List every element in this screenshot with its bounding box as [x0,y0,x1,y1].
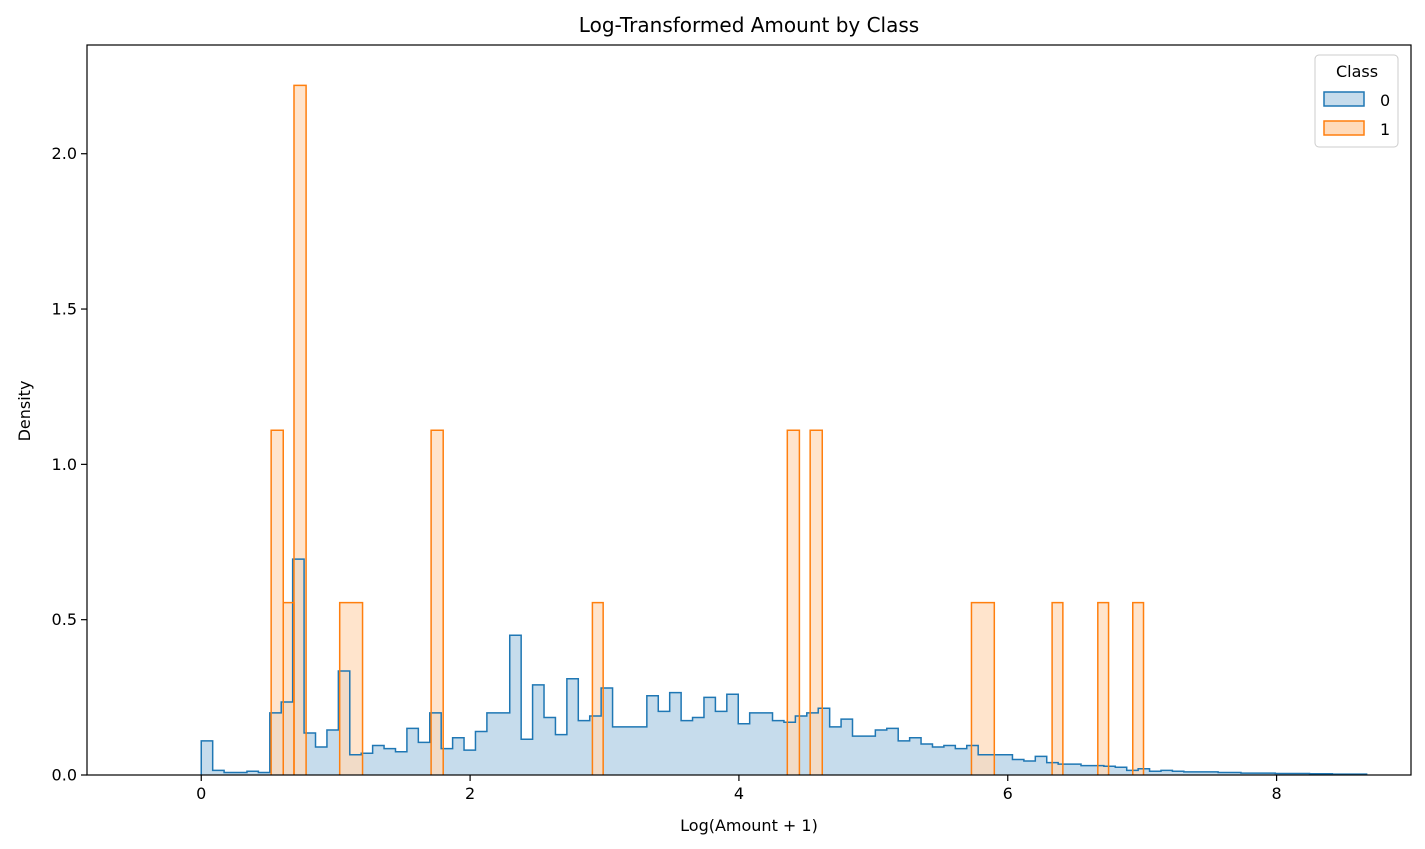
y-tick-label: 1.0 [52,455,77,474]
legend: Class 0 1 [1314,54,1399,148]
class-1-bar [786,429,801,775]
class-1-bar [1051,601,1064,775]
class-1-bar-fill [339,602,363,775]
x-tick-label: 0 [196,784,206,803]
class-1-bar [591,601,604,775]
legend-label-class-0: 0 [1380,91,1390,110]
class-1-bar [970,601,996,775]
legend-label-class-1: 1 [1380,120,1390,139]
class-0-area [201,559,1367,775]
class-1-bar [1097,601,1110,775]
chart-title: Log-Transformed Amount by Class [579,13,919,37]
class-1-bar-fill [787,430,800,775]
class-1-bar [430,429,444,775]
y-tick-label: 0.0 [52,766,77,785]
class-1-bar-fill [1052,602,1063,775]
y-tick-label: 1.5 [52,300,77,319]
axes: 0 2 4 6 8 0.0 0.5 1.0 1.5 2.0 [52,44,1412,803]
class-0-outline [200,558,1368,775]
class-1-bar-fill [971,602,995,775]
class-1-bar [293,84,307,775]
class-1-bar-fill [271,430,284,775]
class-1-bar-fill [294,85,307,775]
class-1-bar [1132,601,1145,775]
class-1-bar-fill [1132,602,1144,775]
class-1-bar-fill [592,602,604,775]
x-tick-label: 6 [1003,784,1013,803]
class-1-bar-fill [810,430,823,775]
y-axis-label: Density [15,381,34,442]
class-1-bar-fill [283,602,295,775]
y-tick-label: 0.5 [52,610,77,629]
x-tick-label: 4 [734,784,744,803]
class-1-bar [809,429,824,775]
x-axis-label: Log(Amount + 1) [680,816,818,835]
legend-swatch-class-1 [1323,120,1365,136]
legend-swatch-class-0 [1323,91,1365,107]
legend-title: Class [1336,62,1378,81]
x-tick-label: 8 [1271,784,1281,803]
class-1-bar-fill [431,430,444,775]
class-1-bar-fill [1097,602,1109,775]
plot-area [200,84,1368,775]
class-1-bar [338,601,364,775]
y-tick-label: 2.0 [52,144,77,163]
axes-frame [86,44,1412,776]
x-tick-label: 2 [465,784,475,803]
